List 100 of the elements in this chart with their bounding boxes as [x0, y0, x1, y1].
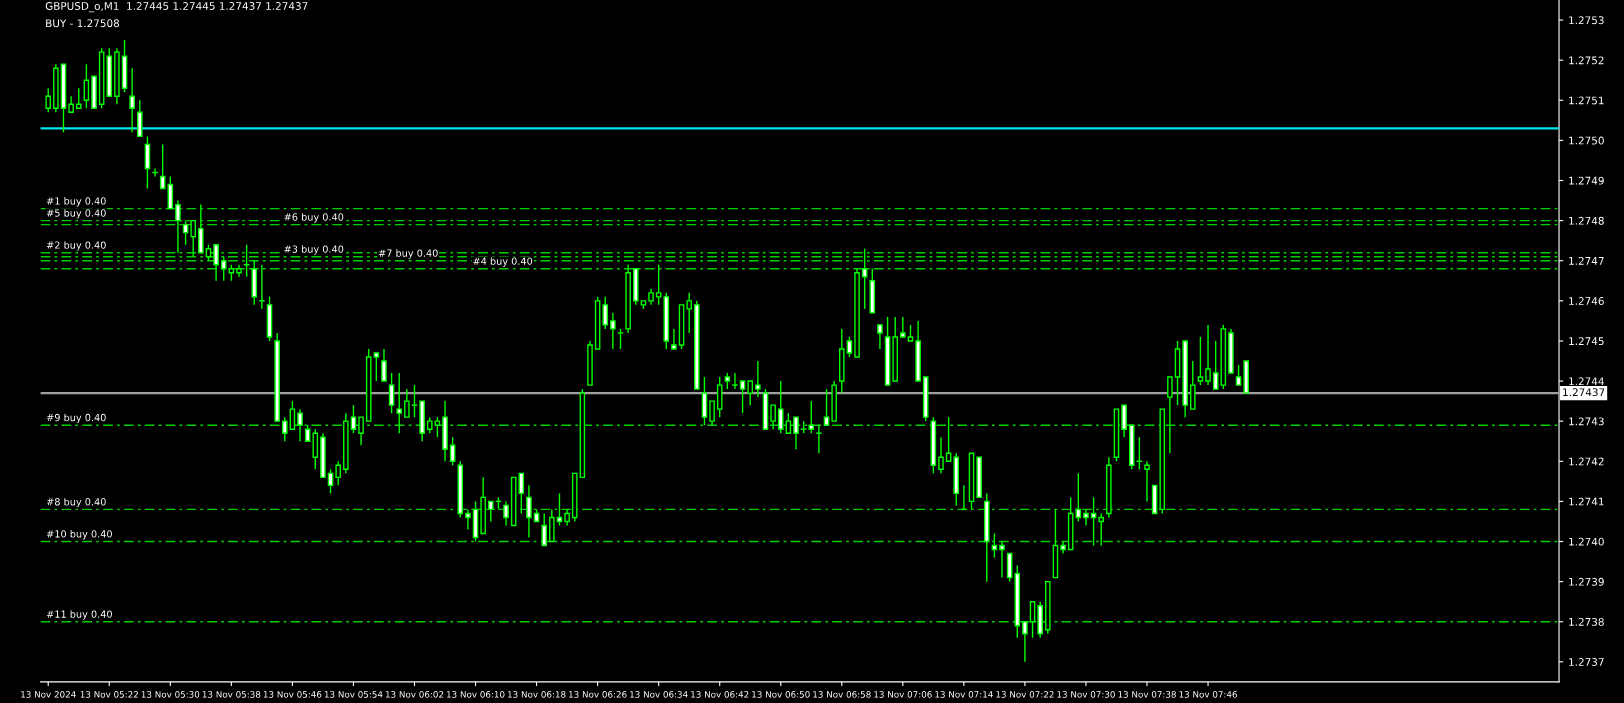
ref-line-label: #1 buy 0.40 — [46, 197, 106, 207]
y-tick-label: 1.2750 — [1569, 136, 1604, 145]
x-tick-label: 13 Nov 06:18 — [508, 691, 566, 698]
candlestick — [747, 380, 754, 406]
candlestick — [526, 484, 532, 539]
candlestick — [220, 256, 227, 282]
y-tick-label: 1.2739 — [1569, 577, 1604, 586]
ref-line-label: #6 buy 0.40 — [284, 213, 344, 223]
candlestick — [1083, 508, 1089, 527]
candlestick — [373, 352, 380, 382]
ref-line-label: #9 buy 0.40 — [46, 413, 106, 424]
x-tick-label: 13 Nov 05:46 — [263, 691, 322, 698]
y-tick-label: 1.2740 — [1569, 537, 1604, 546]
y-tick-label: 1.2742 — [1569, 457, 1604, 466]
x-tick-label: 13 Nov 07:38 — [1118, 691, 1176, 698]
candlestick — [938, 436, 944, 475]
candlestick — [999, 540, 1005, 579]
ref-line-label: 1.27437 — [1563, 388, 1605, 397]
y-tick-label: 1.2743 — [1569, 417, 1604, 426]
candlestick — [1144, 460, 1150, 503]
candlestick — [1022, 621, 1028, 663]
candlestick — [739, 380, 746, 414]
candlestick — [655, 264, 662, 306]
candlestick — [961, 484, 967, 511]
candlestick — [1098, 512, 1105, 547]
x-tick-label: 13 Nov 07:06 — [874, 691, 932, 698]
ref-line-label: #3 buy 0.40 — [284, 245, 344, 255]
candlestick — [388, 372, 395, 414]
candlestick — [732, 372, 738, 390]
annotation: BUY - 1.27508 — [46, 19, 120, 28]
candlestick — [755, 360, 761, 398]
candlestick — [785, 412, 792, 434]
candlestick — [289, 400, 296, 430]
candlestick — [465, 508, 471, 531]
candlestick — [846, 336, 853, 358]
candlestick — [808, 400, 815, 434]
x-tick-label: 13 Nov 06:42 — [691, 691, 749, 698]
candlestick — [350, 404, 357, 434]
candlestick — [297, 408, 303, 442]
x-tick-label: 13 Nov 06:02 — [385, 691, 444, 698]
candlestick — [213, 243, 219, 282]
chart-title: GBPUSD_o,M1 1.27445 1.27445 1.27437 1.27437 — [45, 2, 308, 13]
candlestick — [541, 512, 547, 547]
x-tick-label: 13 Nov 05:22 — [80, 691, 138, 698]
ref-line-label: #5 buy 0.40 — [46, 209, 106, 219]
candlestick — [877, 324, 883, 350]
ref-line-label: #7 buy 0.40 — [378, 249, 438, 259]
x-tick-label: 13 Nov 07:14 — [935, 691, 993, 698]
candlestick — [281, 416, 288, 442]
x-tick-label: 13 Nov 06:58 — [813, 691, 871, 698]
x-tick-label: 13 Nov 05:38 — [202, 691, 261, 698]
x-tick-label: 13 Nov 05:30 — [141, 691, 200, 698]
candlestick — [709, 400, 715, 426]
x-tick-label: 13 Nov 05:54 — [324, 691, 383, 698]
candlestick — [396, 372, 403, 434]
x-tick-label: 13 Nov 07:22 — [996, 691, 1054, 698]
y-tick-label: 1.2741 — [1569, 497, 1604, 506]
y-tick-label: 1.2738 — [1569, 617, 1604, 626]
candlestick — [175, 199, 181, 254]
candlestick — [770, 404, 776, 430]
candlestick — [152, 167, 158, 178]
candlestick — [823, 388, 830, 426]
y-tick-label: 1.2748 — [1569, 216, 1604, 225]
candlestick — [1212, 340, 1219, 390]
candlestick — [793, 416, 799, 450]
candlestick — [129, 67, 135, 134]
candlestick — [816, 424, 822, 454]
ref-line-label: #4 buy 0.40 — [473, 257, 533, 267]
candlestick — [686, 292, 692, 334]
x-tick-label: 13 Nov 06:34 — [630, 691, 688, 698]
candlestick — [259, 264, 265, 310]
candlestick — [487, 500, 494, 523]
candlestick — [75, 87, 82, 109]
candlestick — [1197, 336, 1204, 386]
ref-line-label: #8 buy 0.40 — [46, 497, 106, 508]
y-tick-label: 1.2753 — [1569, 16, 1604, 25]
candlestick — [1205, 324, 1211, 386]
candlestick — [434, 416, 441, 438]
x-tick-label: 13 Nov 2024 — [21, 691, 76, 698]
candlestick — [45, 87, 52, 114]
ref-line-label: #11 buy 0.40 — [46, 610, 112, 620]
candlestick — [335, 460, 341, 487]
y-tick-label: 1.2751 — [1569, 96, 1604, 105]
y-tick-label: 1.2745 — [1569, 337, 1604, 346]
x-tick-label: 13 Nov 06:10 — [447, 691, 505, 698]
ref-line-label: #10 buy 0.40 — [46, 530, 112, 540]
candlestick — [900, 316, 906, 338]
candlestick — [610, 312, 616, 350]
candlestick — [381, 348, 387, 382]
y-tick-label: 1.2749 — [1569, 176, 1604, 185]
x-tick-label: 13 Nov 07:46 — [1179, 691, 1237, 698]
y-tick-label: 1.2747 — [1569, 256, 1604, 265]
x-tick-label: 13 Nov 06:26 — [569, 691, 627, 698]
y-tick-label: 1.2744 — [1569, 377, 1604, 386]
candlestick — [404, 388, 410, 418]
y-tick-label: 1.2746 — [1569, 297, 1604, 305]
candlestick — [602, 296, 609, 330]
x-tick-label: 13 Nov 06:50 — [752, 691, 810, 698]
candlestick — [671, 328, 677, 350]
candlestick — [358, 416, 364, 446]
